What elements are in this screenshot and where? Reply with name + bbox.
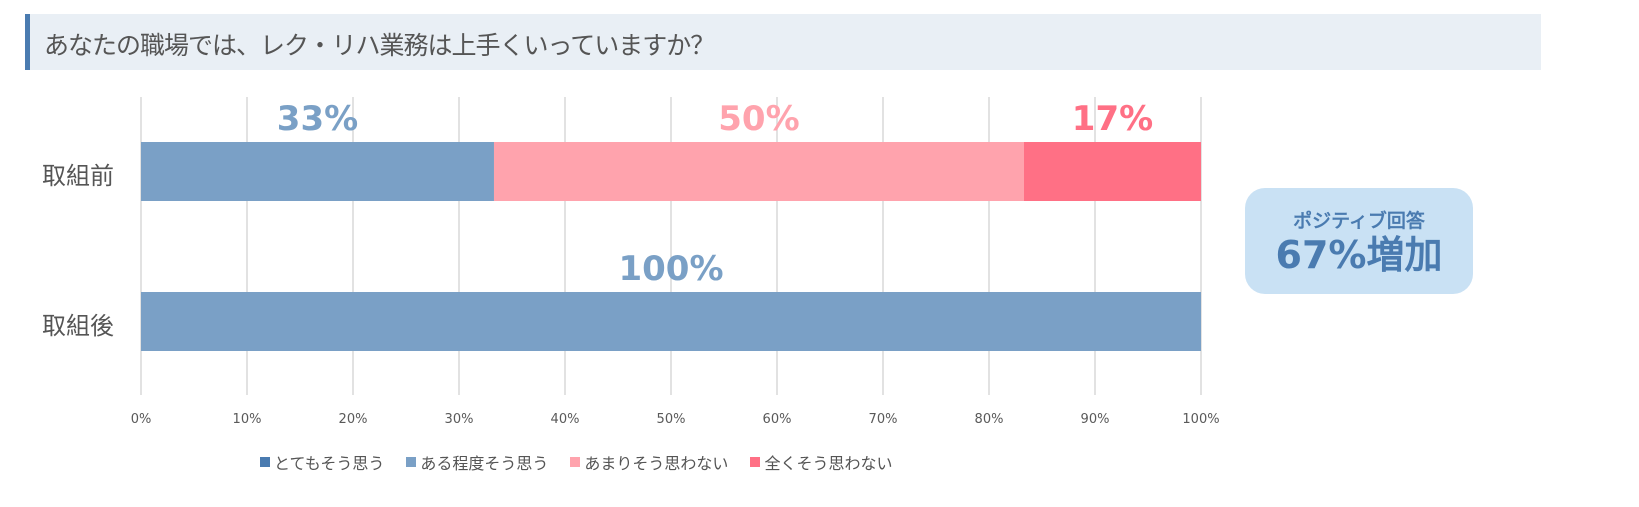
x-tick-label: 80% <box>974 412 1004 427</box>
bar-segment <box>141 292 1201 351</box>
bar-segment <box>493 142 1024 201</box>
x-tick-label: 0% <box>130 412 152 427</box>
positive-callout: ポジティブ回答 67%増加 <box>1245 188 1473 294</box>
callout-value: 67%増加 <box>1275 233 1443 277</box>
x-tick-label: 70% <box>868 412 898 427</box>
data-label: 100% <box>618 249 724 289</box>
data-label: 50% <box>718 99 800 139</box>
legend-item: とてもそう思う <box>260 450 384 474</box>
legend-label: とてもそう思う <box>274 454 385 473</box>
bar-segment <box>141 142 494 201</box>
category-label: 取組前 <box>42 162 114 190</box>
x-tick-label: 60% <box>762 412 792 427</box>
legend-label: あまりそう思わない <box>584 454 729 473</box>
callout-label: ポジティブ回答 <box>1293 210 1425 232</box>
x-tick-label: 90% <box>1080 412 1110 427</box>
legend: とてもそう思う ある程度そう思う あまりそう思わない 全くそう思わない <box>260 450 892 474</box>
x-tick-label: 100% <box>1182 412 1220 427</box>
category-label: 取組後 <box>42 312 114 340</box>
x-tick-label: 20% <box>338 412 368 427</box>
legend-swatch <box>406 457 417 467</box>
legend-item: ある程度そう思う <box>406 450 548 474</box>
x-tick-label: 30% <box>444 412 474 427</box>
x-tick-label: 10% <box>232 412 262 427</box>
legend-item: あまりそう思わない <box>570 450 728 474</box>
data-label: 33% <box>276 99 359 139</box>
x-tick-label: 40% <box>550 412 580 427</box>
legend-label: ある程度そう思う <box>420 454 549 473</box>
legend-label: 全くそう思わない <box>764 454 893 473</box>
legend-item: 全くそう思わない <box>750 450 892 474</box>
x-tick-label: 50% <box>656 412 686 427</box>
legend-swatch <box>260 457 270 467</box>
legend-swatch <box>570 457 581 467</box>
chart-title-bar: あなたの職場では、レク・リハ業務は上手くいっていますか？ <box>25 14 1541 70</box>
bar-segment <box>1023 142 1201 201</box>
legend-swatch <box>750 457 761 467</box>
chart-title: あなたの職場では、レク・リハ業務は上手くいっていますか？ <box>44 31 715 60</box>
data-label: 17% <box>1071 99 1154 139</box>
